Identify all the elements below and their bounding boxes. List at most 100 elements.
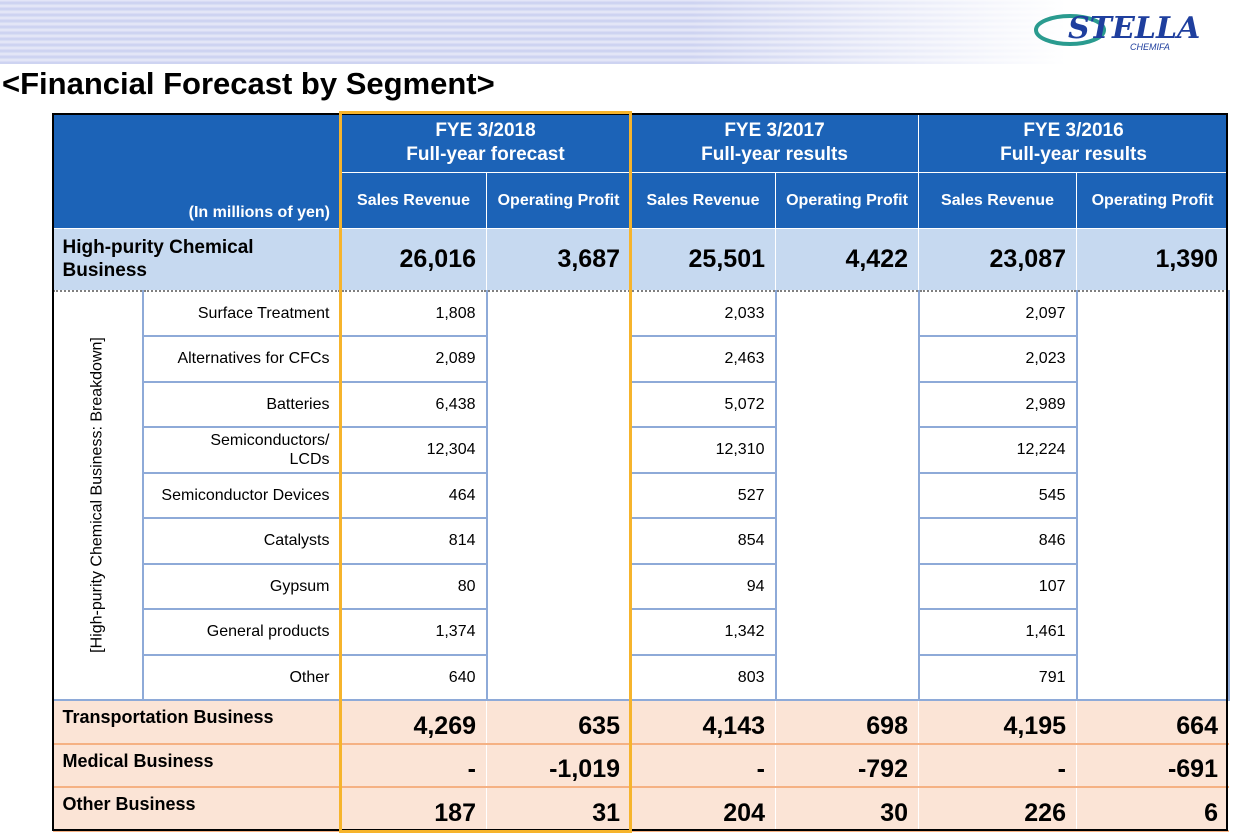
cell-value: - (630, 743, 776, 788)
cell-value: 4,269 (340, 700, 487, 745)
forecast-table: (In millions of yen) FYE 3/2018 Full-year … (52, 113, 1230, 832)
cell-value: 12,304 (340, 427, 488, 474)
period-header: FYE 3/2017 Full-year results (630, 113, 919, 173)
cell-value: 1,374 (340, 609, 488, 656)
cell-value: 5,072 (630, 381, 777, 428)
cell-value: 80 (340, 563, 488, 610)
cell-value: 31 (486, 787, 631, 832)
cell-value: 791 (918, 654, 1078, 701)
unit-label: (In millions of yen) (52, 113, 341, 229)
cell-value: 1,808 (340, 290, 488, 337)
period-title: FYE 3/2018 (435, 120, 536, 141)
cell-value: -792 (775, 743, 919, 788)
cell-value: 6 (1076, 787, 1229, 832)
cell-value: 464 (340, 472, 488, 519)
row-label: High-purity Chemical Business (52, 228, 341, 292)
cell-value: 4,143 (630, 700, 776, 745)
logo: STELLA CHEMIFA (1034, 11, 1200, 52)
empty-cell (1076, 290, 1230, 701)
page-title: <Financial Forecast by Segment> (2, 66, 495, 101)
row-label: Alternatives for CFCs (142, 336, 342, 383)
empty-cell (775, 290, 920, 701)
cell-value: 187 (340, 787, 487, 832)
cell-value: 1,342 (630, 609, 777, 656)
breakdown-row: General products 1,374 1,342 1,461 (53, 609, 1229, 656)
breakdown-row: Alternatives for CFCs 2,089 2,463 2,023 (53, 336, 1229, 383)
column-header: Sales Revenue (340, 172, 487, 229)
column-header: Operating Profit (1076, 172, 1229, 229)
cell-value: 664 (1076, 700, 1229, 745)
cell-value: 2,023 (918, 336, 1078, 383)
cell-value: - (918, 743, 1077, 788)
empty-cell (486, 290, 632, 701)
row-label: Other Business (52, 787, 341, 832)
cell-value: 854 (630, 518, 777, 565)
cell-value: 1,390 (1076, 228, 1229, 292)
breakdown-row: Semiconductors/ LCDs 12,304 12,310 12,224 (53, 427, 1229, 474)
cell-value: -691 (1076, 743, 1229, 788)
cell-value: 698 (775, 700, 919, 745)
logo-sub: CHEMIFA (1130, 42, 1170, 52)
cell-value: 226 (918, 787, 1077, 832)
column-header: Sales Revenue (918, 172, 1077, 229)
period-title: FYE 3/2016 (1023, 120, 1124, 141)
cell-value: 1,461 (918, 609, 1078, 656)
row-label: Batteries (142, 381, 342, 428)
cell-value: 6,438 (340, 381, 488, 428)
cell-value: 23,087 (918, 228, 1077, 292)
cell-value: 2,033 (630, 290, 777, 337)
cell-value: 25,501 (630, 228, 776, 292)
period-subtitle: Full-year results (701, 144, 848, 165)
cell-value: 2,089 (340, 336, 488, 383)
cell-value: - (340, 743, 487, 788)
logo-text: STELLA (1068, 11, 1200, 46)
banner (0, 0, 1255, 64)
breakdown-row: Catalysts 814 854 846 (53, 518, 1229, 565)
cell-value: 4,422 (775, 228, 919, 292)
cell-value: 635 (486, 700, 631, 745)
cell-value: 4,195 (918, 700, 1077, 745)
row-label: Catalysts (142, 518, 342, 565)
row-label: Semiconductors/ LCDs (142, 427, 342, 474)
row-label: Other (142, 654, 342, 701)
row-label: Surface Treatment (142, 290, 342, 337)
cell-value: 2,097 (918, 290, 1078, 337)
row-label: Semiconductor Devices (142, 472, 342, 519)
period-header: FYE 3/2018 Full-year forecast (340, 113, 631, 173)
cell-value: 527 (630, 472, 777, 519)
period-title: FYE 3/2017 (724, 120, 825, 141)
breakdown-row: [High-purity Chemical Business: Breakdow… (52, 290, 1230, 701)
summary-row: High-purity Chemical Business 26,016 3,687… (52, 228, 1229, 292)
logo-ring (1034, 14, 1106, 46)
period-subtitle: Full-year results (1000, 144, 1147, 165)
segment-row: Transportation Business 4,269 635 4,143 698 4… (52, 700, 1229, 745)
cell-value: 814 (340, 518, 488, 565)
cell-value: 803 (630, 654, 777, 701)
row-label: Medical Business (52, 743, 341, 788)
breakdown-row: Semiconductor Devices 464 527 545 (53, 472, 1229, 519)
breakdown-row: Other 640 803 791 (53, 654, 1229, 701)
row-label: General products (142, 609, 342, 656)
cell-value: 846 (918, 518, 1078, 565)
breakdown-row: Batteries 6,438 5,072 2,989 (53, 381, 1229, 428)
header-row: (In millions of yen) FYE 3/2018 Full-year … (52, 113, 1229, 229)
column-header: Operating Profit (775, 172, 919, 229)
period-header: FYE 3/2016 Full-year results (918, 113, 1229, 173)
segment-row: Other Business 187 31 204 30 226 6 (52, 787, 1229, 832)
cell-value: -1,019 (486, 743, 631, 788)
cell-value: 2,463 (630, 336, 777, 383)
header-row: Sales Revenue Operating Profit Sales Reven… (53, 172, 1229, 229)
cell-value: 2,989 (918, 381, 1078, 428)
breakdown-label-cell: [High-purity Chemical Business: Breakdow… (52, 290, 144, 701)
cell-value: 204 (630, 787, 776, 832)
period-subtitle: Full-year forecast (406, 144, 565, 165)
cell-value: 26,016 (340, 228, 487, 292)
breakdown-label: [High-purity Chemical Business: Breakdow… (88, 337, 106, 654)
cell-value: 3,687 (486, 228, 631, 292)
cell-value: 12,224 (918, 427, 1078, 474)
segment-row: Medical Business - -1,019- -792- -691 (52, 743, 1229, 788)
breakdown-row: Gypsum 80 94 107 (53, 563, 1229, 610)
cell-value: 107 (918, 563, 1078, 610)
column-header: Sales Revenue (630, 172, 776, 229)
